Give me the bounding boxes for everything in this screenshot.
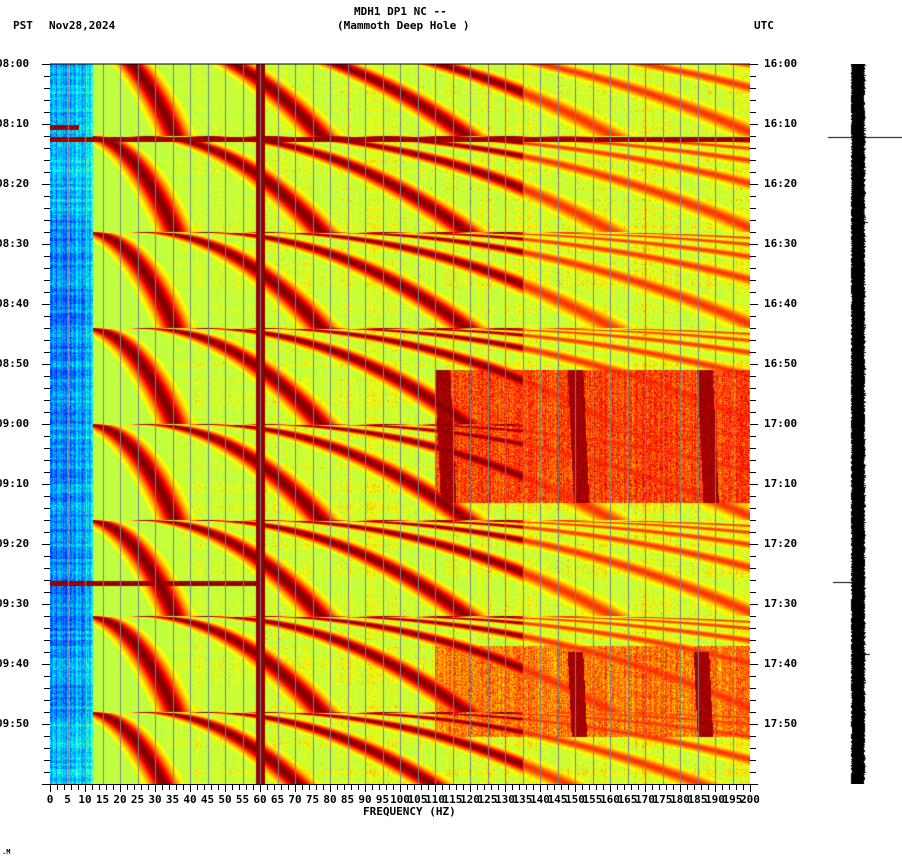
y-tick-label-left: 08:40 — [0, 297, 30, 310]
x-tick-label: 145 — [547, 793, 568, 806]
right-timezone-label: UTC — [754, 19, 774, 32]
date-label: Nov28,2024 — [49, 19, 116, 32]
x-tick-label: 15 — [95, 793, 110, 806]
x-tick-label: 105 — [407, 793, 428, 806]
left-timezone-label: PST — [13, 19, 33, 32]
y-tick-label-left: 09:40 — [0, 657, 30, 670]
x-tick-label: 30 — [148, 793, 162, 806]
x-tick-label: 180 — [670, 793, 690, 806]
y-tick-label-left: 09:10 — [0, 477, 30, 490]
x-tick-label: 200 — [740, 793, 760, 806]
x-tick-label: 115 — [442, 793, 463, 806]
y-tick-label-left: 08:30 — [0, 237, 30, 250]
x-tick-label: 135 — [512, 793, 533, 806]
x-tick-label: 80 — [323, 793, 337, 806]
x-tick-label: 70 — [288, 793, 302, 806]
x-tick-label: 95 — [375, 793, 390, 806]
x-tick-label: 160 — [600, 793, 620, 806]
x-tick-label: 125 — [477, 793, 498, 806]
y-tick-label-right: 16:30 — [764, 237, 798, 250]
seismogram-trace — [820, 64, 902, 784]
x-tick-label: 40 — [183, 793, 197, 806]
x-tick-label: 155 — [582, 793, 603, 806]
y-tick-label-left: 09:50 — [0, 717, 30, 730]
x-tick-label: 0 — [46, 793, 54, 806]
x-tick-label: 90 — [358, 793, 372, 806]
y-tick-label-right: 16:50 — [764, 357, 798, 370]
x-tick-label: 150 — [565, 793, 585, 806]
y-tick-label-right: 17:40 — [764, 657, 798, 670]
y-tick-label-left: 08:20 — [0, 177, 30, 190]
x-tick-label: 10 — [78, 793, 92, 806]
y-tick-label-right: 16:00 — [764, 57, 798, 70]
x-tick-label: 25 — [130, 793, 145, 806]
x-tick-label: 75 — [305, 793, 320, 806]
corner-mark: .M — [2, 848, 11, 856]
y-tick-label-right: 17:00 — [764, 417, 798, 430]
x-tick-label: 185 — [687, 793, 708, 806]
y-tick-label-right: 16:10 — [764, 117, 798, 130]
y-tick-label-left: 09:30 — [0, 597, 30, 610]
x-tick-label: 55 — [235, 793, 250, 806]
x-tick-label: 195 — [722, 793, 743, 806]
x-tick-label: 165 — [617, 793, 638, 806]
x-tick-label: 45 — [200, 793, 215, 806]
x-tick-label: 140 — [530, 793, 550, 806]
y-tick-label-right: 17:20 — [764, 537, 798, 550]
y-tick-label-left: 08:50 — [0, 357, 30, 370]
x-tick-label: 35 — [165, 793, 180, 806]
x-tick-label: 120 — [460, 793, 480, 806]
y-tick-label-right: 17:30 — [764, 597, 798, 610]
y-tick-label-right: 16:40 — [764, 297, 798, 310]
x-tick-label: 85 — [340, 793, 355, 806]
y-tick-label-left: 08:00 — [0, 57, 30, 70]
x-tick-label: 100 — [390, 793, 410, 806]
y-tick-label-right: 17:10 — [764, 477, 798, 490]
x-tick-label: 175 — [652, 793, 673, 806]
site-title: (Mammoth Deep Hole ) — [337, 19, 470, 32]
x-tick-label: 50 — [218, 793, 232, 806]
x-tick-label: 5 — [64, 793, 71, 806]
x-tick-label: 20 — [113, 793, 127, 806]
x-tick-label: 65 — [270, 793, 285, 806]
y-tick-label-left: 09:00 — [0, 417, 30, 430]
station-title: MDH1 DP1 NC -- — [354, 5, 447, 18]
x-tick-label: 60 — [253, 793, 267, 806]
x-tick-label: 190 — [705, 793, 725, 806]
x-tick-label: 110 — [425, 793, 445, 806]
x-tick-label: 130 — [495, 793, 515, 806]
x-tick-label: 170 — [635, 793, 655, 806]
y-tick-label-left: 09:20 — [0, 537, 30, 550]
y-tick-label-right: 17:50 — [764, 717, 798, 730]
y-tick-label-left: 08:10 — [0, 117, 30, 130]
x-axis-title: FREQUENCY (HZ) — [363, 805, 456, 818]
y-tick-label-right: 16:20 — [764, 177, 798, 190]
spectrogram-plot — [50, 64, 750, 784]
